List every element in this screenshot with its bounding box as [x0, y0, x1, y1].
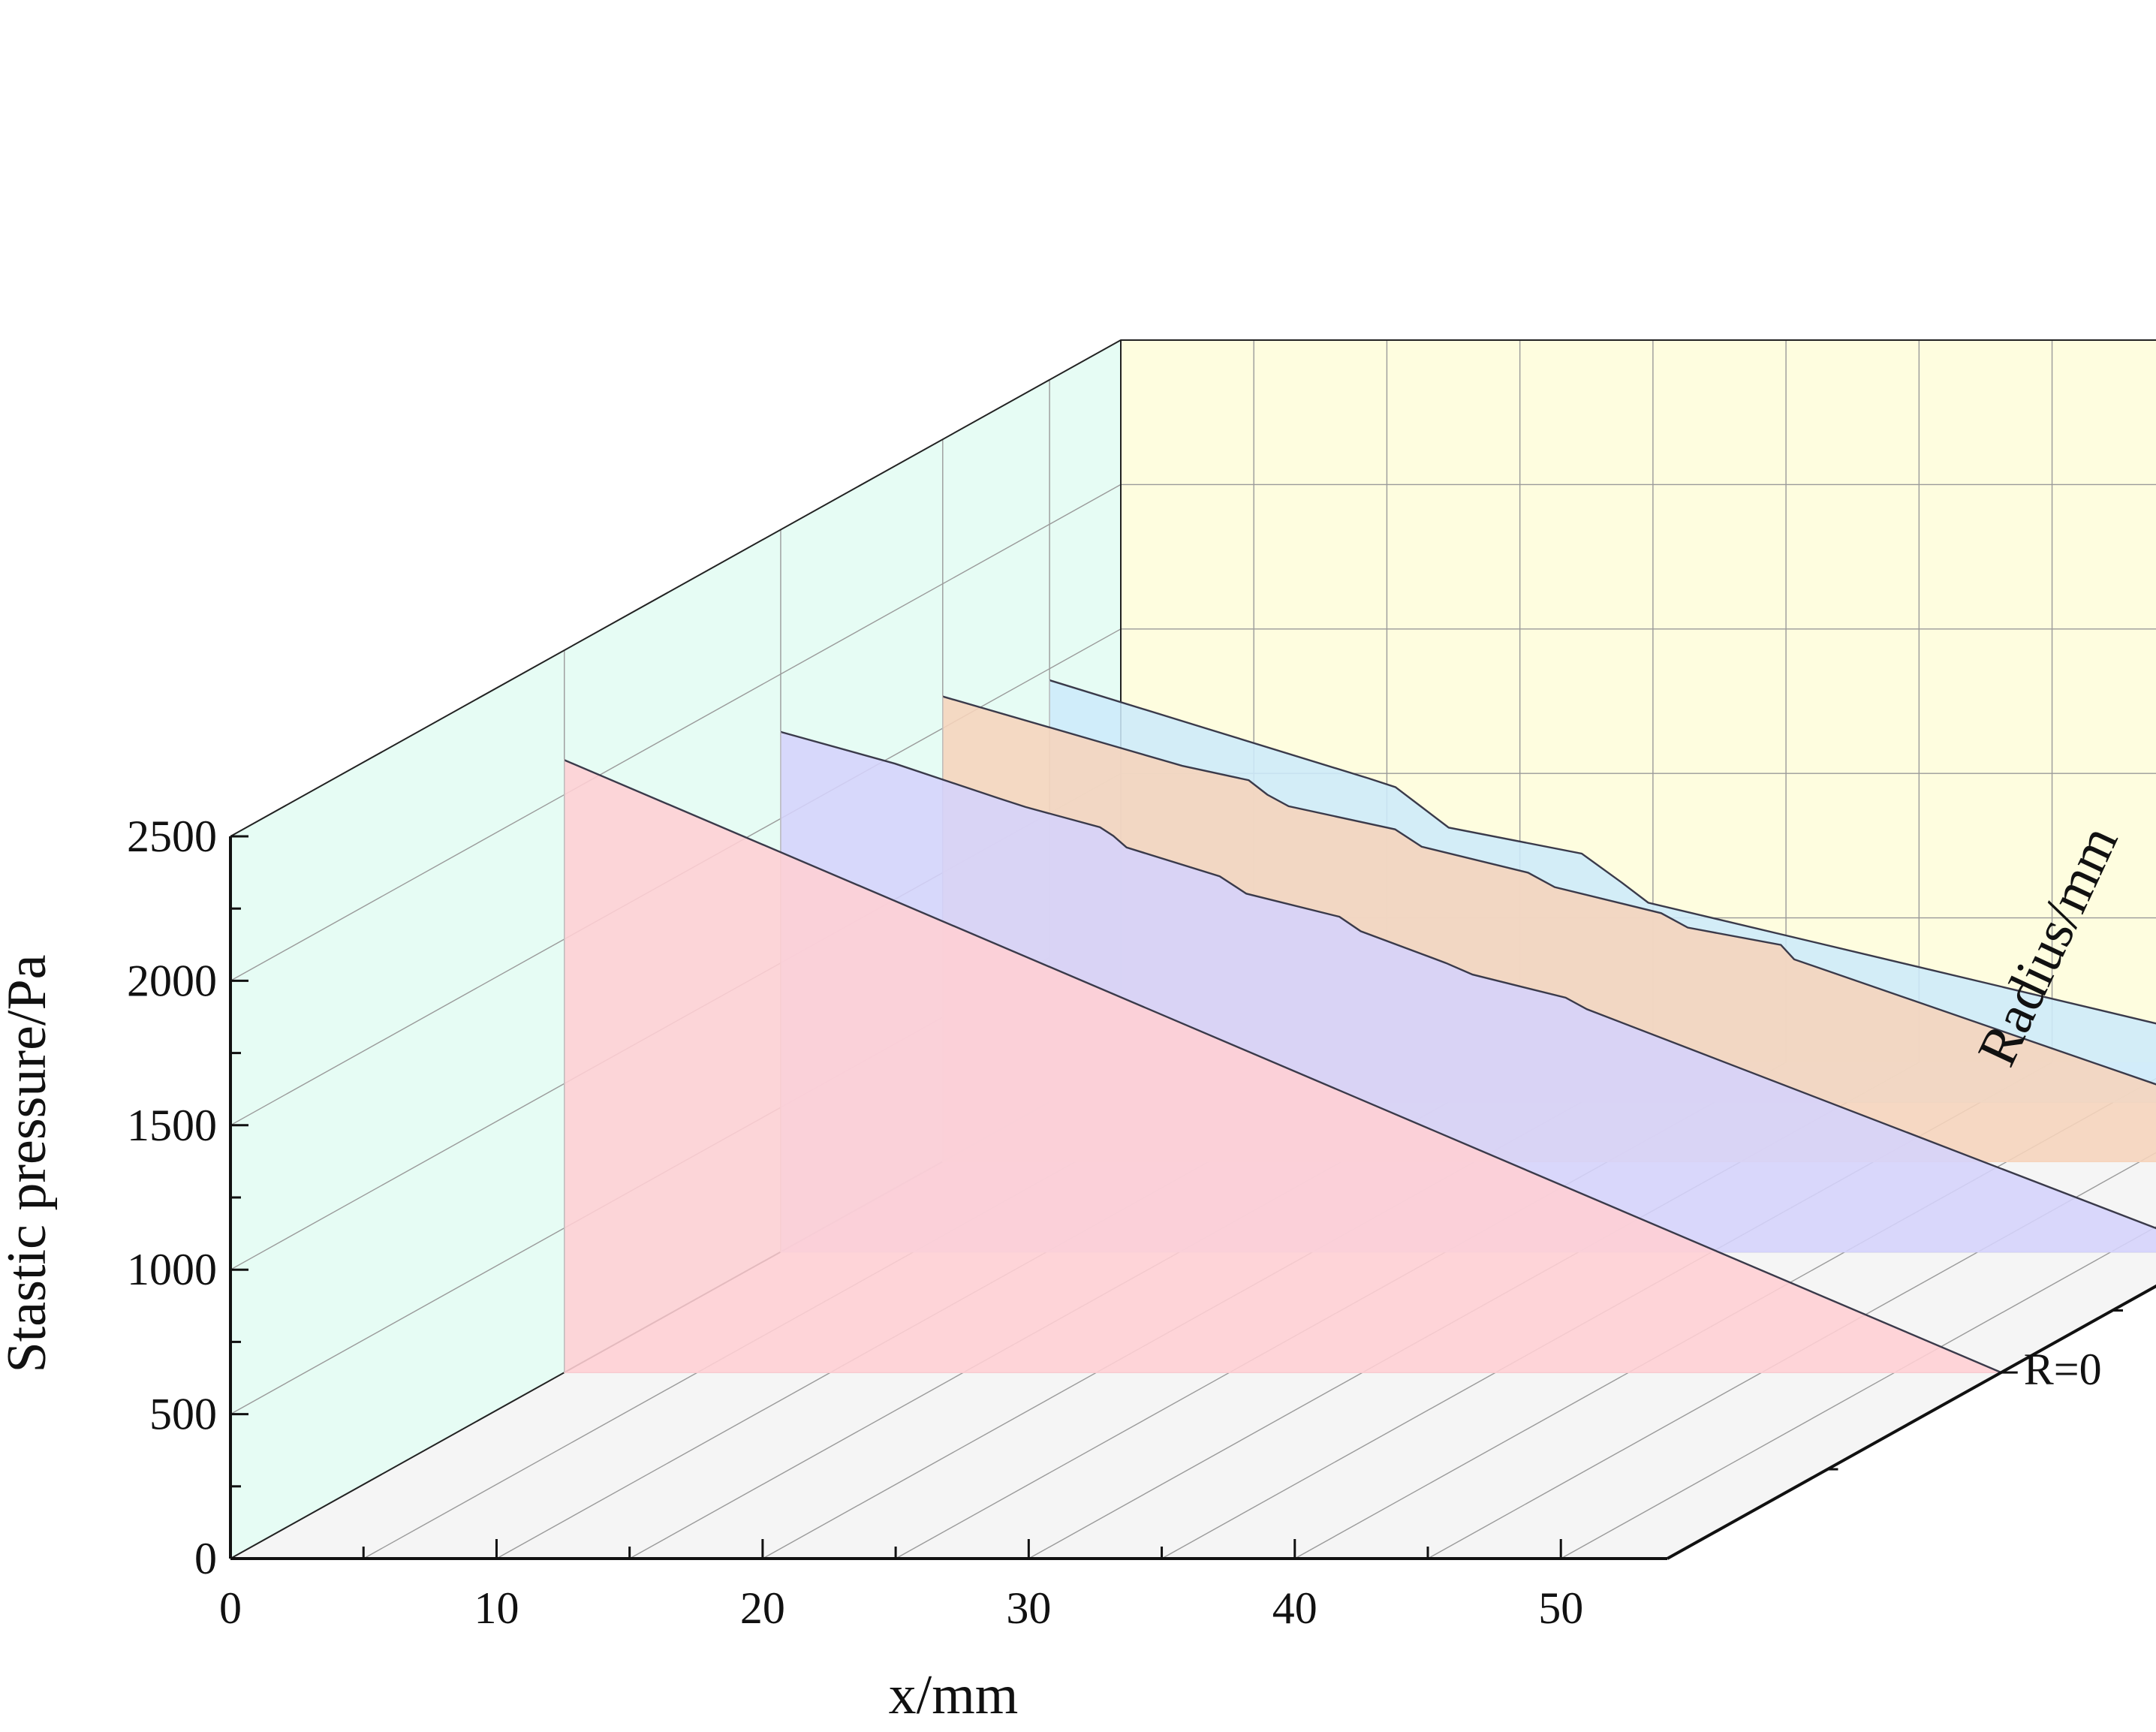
- y-tick-label: 2500: [127, 812, 217, 861]
- x-tick-label: 30: [1006, 1583, 1051, 1633]
- x-tick-label: 10: [474, 1583, 519, 1633]
- y-axis-title: Stastic pressure/Pa: [0, 955, 58, 1373]
- x-axis-title: x/mm: [889, 1664, 1019, 1726]
- series-line-R=2: [780, 730, 2156, 1230]
- y-tick-label: 0: [194, 1534, 217, 1583]
- series-line-R=0: [564, 759, 2002, 1374]
- y-tick-label: 500: [149, 1390, 217, 1439]
- y-tick-label: 1000: [127, 1245, 217, 1294]
- floor-gridline: [1427, 1152, 2156, 1559]
- x-tick-label: 0: [219, 1583, 242, 1633]
- series-line-R=3: [942, 695, 2156, 1086]
- x-tick-label: 40: [1272, 1583, 1317, 1633]
- x-tick-label: 50: [1538, 1583, 1583, 1633]
- chart-axes: R=6R=3R=2R=00500100015002000250001020304…: [127, 812, 2156, 1633]
- chart-series-group: [564, 679, 2156, 1374]
- y-tick-label: 2000: [127, 956, 217, 1005]
- floor-gridline: [1560, 1226, 2156, 1559]
- side-wall-gridline: [230, 483, 1122, 982]
- y-tick-label: 1500: [127, 1101, 217, 1150]
- series-line-R=6: [1049, 679, 2156, 1025]
- x-tick-label: 20: [740, 1583, 785, 1633]
